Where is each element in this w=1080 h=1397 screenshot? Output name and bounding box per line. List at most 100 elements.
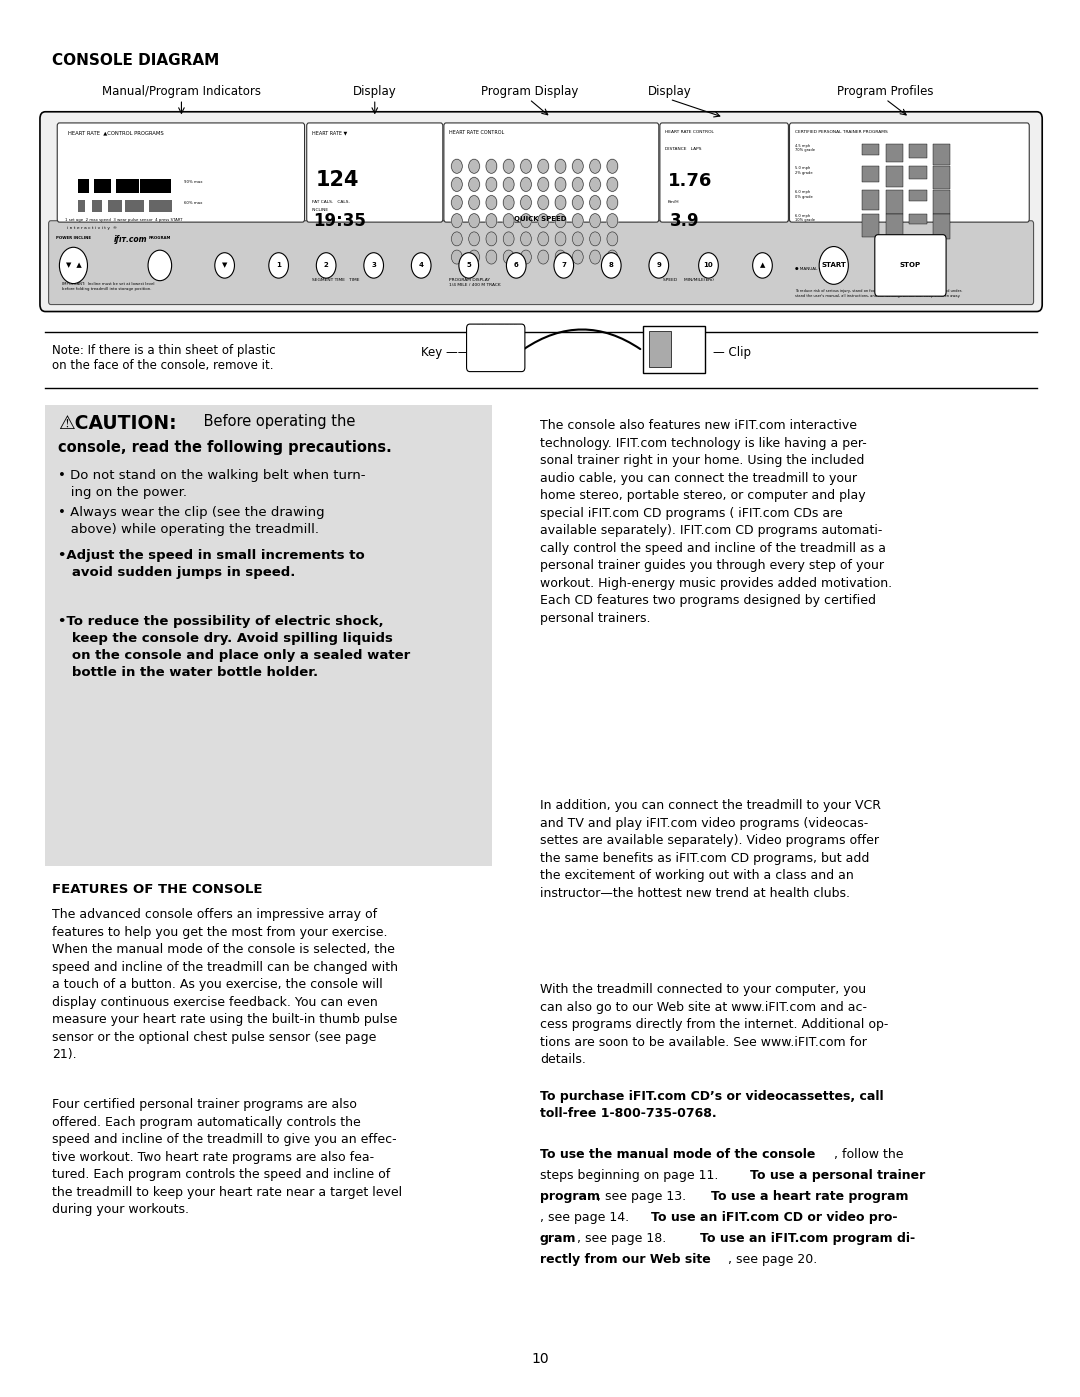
Circle shape bbox=[555, 250, 566, 264]
Circle shape bbox=[572, 232, 583, 246]
Circle shape bbox=[469, 214, 480, 228]
Circle shape bbox=[451, 196, 462, 210]
Text: , see page 14.: , see page 14. bbox=[540, 1211, 633, 1224]
Circle shape bbox=[554, 253, 573, 278]
Text: • Always wear the clip (see the drawing
   above) while operating the treadmill.: • Always wear the clip (see the drawing … bbox=[58, 506, 325, 535]
Circle shape bbox=[148, 250, 172, 281]
Circle shape bbox=[521, 196, 531, 210]
Text: Program Profiles: Program Profiles bbox=[837, 85, 934, 98]
Text: To purchase iFIT.com CD’s or videocassettes, call
toll-free 1-800-735-0768.: To purchase iFIT.com CD’s or videocasset… bbox=[540, 1090, 883, 1120]
Text: steps beginning on page 11.: steps beginning on page 11. bbox=[540, 1169, 723, 1182]
Circle shape bbox=[451, 232, 462, 246]
Circle shape bbox=[590, 177, 600, 191]
Circle shape bbox=[538, 214, 549, 228]
Bar bbox=[149, 200, 172, 212]
Text: console, read the following precautions.: console, read the following precautions. bbox=[58, 440, 392, 455]
Circle shape bbox=[555, 232, 566, 246]
Bar bbox=[886, 214, 903, 240]
Text: Km/H: Km/H bbox=[667, 200, 679, 204]
Circle shape bbox=[555, 196, 566, 210]
Bar bbox=[78, 200, 85, 212]
Text: iƒıт.com: iƒıт.com bbox=[113, 235, 147, 243]
Bar bbox=[94, 179, 111, 193]
Text: ▼  ▲: ▼ ▲ bbox=[66, 263, 81, 268]
Text: i n t e r a c t i v i t y  ®: i n t e r a c t i v i t y ® bbox=[67, 226, 117, 231]
Text: 5.0 mph
2% grade: 5.0 mph 2% grade bbox=[795, 166, 812, 175]
FancyBboxPatch shape bbox=[467, 324, 525, 372]
Text: HEART RATE  ▲CONTROL PROGRAMS: HEART RATE ▲CONTROL PROGRAMS bbox=[68, 130, 164, 136]
Text: • Do not stand on the walking belt when turn-
   ing on the power.: • Do not stand on the walking belt when … bbox=[58, 469, 366, 499]
Circle shape bbox=[590, 196, 600, 210]
Text: 3: 3 bbox=[372, 263, 376, 268]
Text: ● MANUAL CONTROL: ● MANUAL CONTROL bbox=[795, 267, 838, 271]
Circle shape bbox=[503, 177, 514, 191]
Circle shape bbox=[215, 253, 234, 278]
Bar bbox=[933, 144, 950, 165]
Circle shape bbox=[364, 253, 383, 278]
Text: To use an iFIT.com CD or video pro-: To use an iFIT.com CD or video pro- bbox=[651, 1211, 897, 1224]
Circle shape bbox=[555, 159, 566, 173]
Bar bbox=[108, 200, 122, 212]
Bar bbox=[862, 144, 879, 155]
Text: Display: Display bbox=[648, 85, 691, 98]
Text: , see page 18.: , see page 18. bbox=[577, 1232, 670, 1245]
Circle shape bbox=[411, 253, 431, 278]
Text: 3.9: 3.9 bbox=[670, 212, 699, 231]
Bar bbox=[909, 166, 927, 179]
Text: To use a heart rate program: To use a heart rate program bbox=[711, 1190, 908, 1203]
Text: ▲WARNING :: ▲WARNING : bbox=[886, 281, 916, 285]
Circle shape bbox=[538, 159, 549, 173]
Circle shape bbox=[607, 250, 618, 264]
Circle shape bbox=[521, 232, 531, 246]
Text: FAT CALS.   CALS.: FAT CALS. CALS. bbox=[312, 200, 350, 204]
FancyBboxPatch shape bbox=[660, 123, 788, 222]
Circle shape bbox=[590, 232, 600, 246]
Text: ▲: ▲ bbox=[760, 263, 765, 268]
Bar bbox=[909, 144, 927, 158]
Circle shape bbox=[521, 214, 531, 228]
Circle shape bbox=[486, 232, 497, 246]
Bar bbox=[933, 214, 950, 239]
Circle shape bbox=[555, 177, 566, 191]
Circle shape bbox=[572, 214, 583, 228]
Text: IMPORTANT:  Incline must be set at lowest level
before folding treadmill into st: IMPORTANT: Incline must be set at lowest… bbox=[62, 282, 154, 291]
Text: , follow the: , follow the bbox=[834, 1148, 903, 1161]
FancyBboxPatch shape bbox=[875, 235, 946, 296]
Circle shape bbox=[521, 159, 531, 173]
Text: HEART RATE CONTROL: HEART RATE CONTROL bbox=[449, 130, 504, 136]
Circle shape bbox=[503, 250, 514, 264]
Bar bbox=[909, 190, 927, 201]
Text: START: START bbox=[821, 263, 847, 268]
Text: gram: gram bbox=[540, 1232, 577, 1245]
Bar bbox=[78, 179, 89, 193]
Circle shape bbox=[503, 214, 514, 228]
Circle shape bbox=[699, 253, 718, 278]
Text: ⚠CAUTION:: ⚠CAUTION: bbox=[58, 414, 177, 433]
Text: Four certified personal trainer programs are also
offered. Each program automati: Four certified personal trainer programs… bbox=[52, 1098, 402, 1215]
Text: 5: 5 bbox=[467, 263, 471, 268]
Circle shape bbox=[538, 196, 549, 210]
Circle shape bbox=[538, 232, 549, 246]
Text: 1: 1 bbox=[276, 263, 281, 268]
Text: •To reduce the possibility of electric shock,
   keep the console dry. Avoid spi: •To reduce the possibility of electric s… bbox=[58, 615, 410, 679]
Text: — Clip: — Clip bbox=[713, 346, 751, 359]
Text: 1 set age  2 max speed  3 wear pulse sensor  4 press START: 1 set age 2 max speed 3 wear pulse senso… bbox=[65, 218, 183, 222]
Text: HEART RATE CONTROL: HEART RATE CONTROL bbox=[665, 130, 714, 134]
Circle shape bbox=[503, 159, 514, 173]
Circle shape bbox=[269, 253, 288, 278]
Bar bbox=[140, 179, 171, 193]
Text: To reduce risk of serious injury, stand on foot rails before starting treadmill,: To reduce risk of serious injury, stand … bbox=[795, 289, 962, 298]
Bar bbox=[116, 179, 139, 193]
Circle shape bbox=[469, 232, 480, 246]
Circle shape bbox=[607, 196, 618, 210]
Text: ▼: ▼ bbox=[222, 263, 227, 268]
FancyBboxPatch shape bbox=[444, 123, 659, 222]
Circle shape bbox=[521, 177, 531, 191]
Bar bbox=[862, 166, 879, 182]
Text: HEART RATE ▼: HEART RATE ▼ bbox=[312, 130, 348, 136]
Text: Display: Display bbox=[353, 85, 396, 98]
Circle shape bbox=[486, 250, 497, 264]
Text: In addition, you can connect the treadmill to your VCR
and TV and play iFIT.com : In addition, you can connect the treadmi… bbox=[540, 799, 881, 900]
Text: Manual/Program Indicators: Manual/Program Indicators bbox=[102, 85, 261, 98]
Circle shape bbox=[819, 246, 849, 285]
